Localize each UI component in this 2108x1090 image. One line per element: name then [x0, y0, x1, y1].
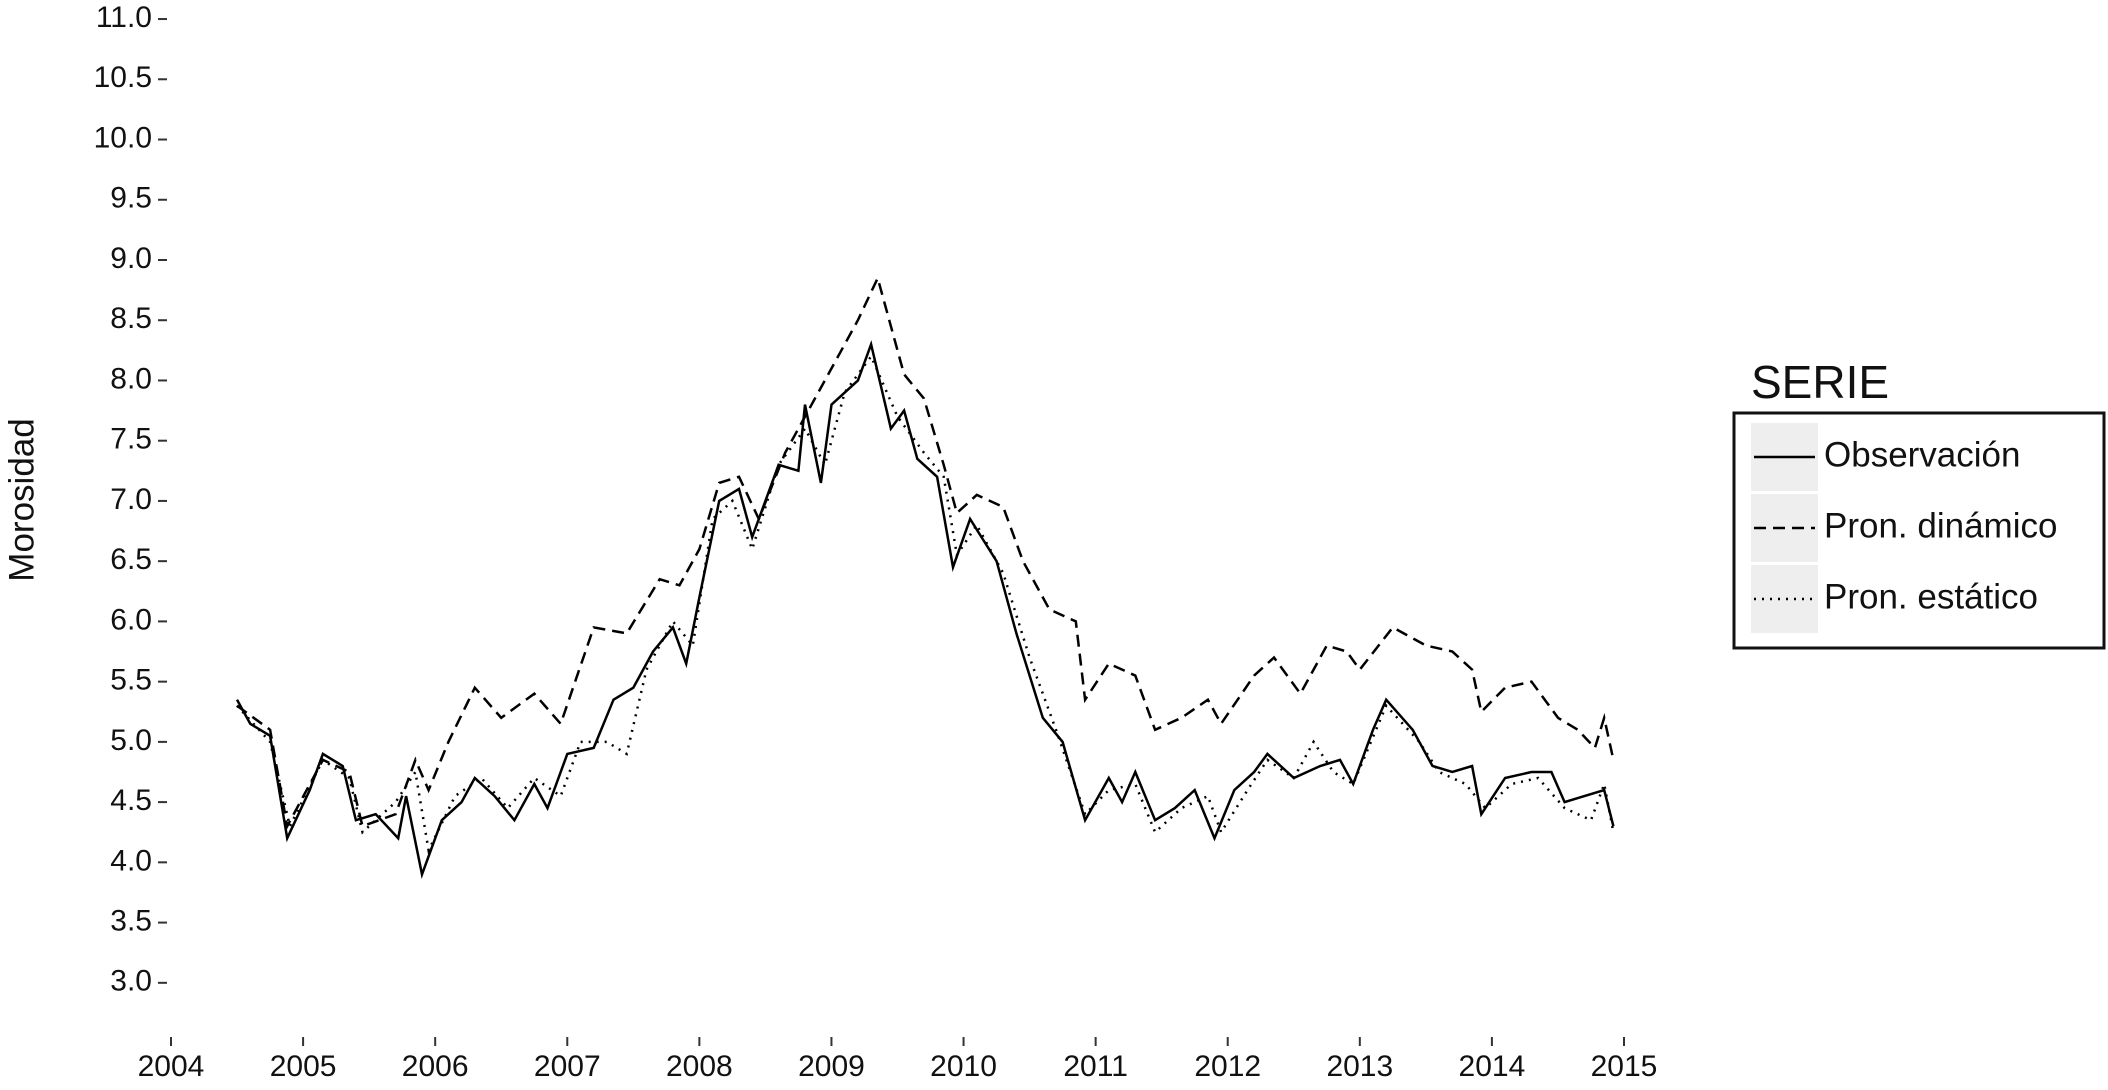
y-tick-label: 3.5: [110, 904, 152, 937]
x-tick-label: 2006: [402, 1050, 469, 1083]
y-tick-label: 4.5: [110, 784, 152, 817]
y-tick-label: 6.0: [110, 603, 152, 636]
y-tick-label: 7.5: [110, 423, 152, 456]
legend-label: Observación: [1824, 435, 2020, 474]
x-tick-label: 2004: [138, 1050, 205, 1083]
legend-title: SERIE: [1751, 356, 1889, 408]
x-tick-label: 2014: [1459, 1050, 1526, 1083]
x-tick-label: 2008: [666, 1050, 733, 1083]
y-tick-label: 11.0: [96, 1, 152, 34]
y-tick-label: 8.5: [110, 302, 152, 335]
y-axis-label: Morosidad: [2, 418, 41, 581]
legend-key: [1751, 565, 1818, 633]
legend-box: [1732, 411, 2106, 650]
y-tick-label: 5.5: [110, 664, 152, 697]
y-tick-label: 10.0: [94, 121, 152, 154]
x-tick-label: 2015: [1591, 1050, 1658, 1083]
y-tick-label: 8.0: [110, 362, 152, 395]
x-tick-label: 2007: [534, 1050, 601, 1083]
y-tick-label: 4.0: [110, 844, 152, 877]
legend-label: Pron. estático: [1824, 577, 2038, 616]
y-tick-label: 3.0: [110, 965, 152, 998]
y-tick-label: 9.5: [110, 182, 152, 215]
x-tick-label: 2009: [798, 1050, 865, 1083]
y-tick-label: 6.5: [110, 543, 152, 576]
x-tick-label: 2005: [270, 1050, 337, 1083]
y-tick-label: 10.5: [94, 61, 152, 94]
x-tick-label: 2011: [1063, 1050, 1128, 1083]
legend-label: Pron. dinámico: [1824, 506, 2057, 545]
x-tick-label: 2013: [1326, 1050, 1393, 1083]
y-tick-label: 5.0: [110, 724, 152, 757]
y-tick-label: 7.0: [110, 483, 152, 516]
y-tick-label: 9.0: [110, 242, 152, 275]
series-line: [235, 339, 1615, 879]
x-tick-label: 2012: [1194, 1050, 1261, 1083]
series-line: [236, 353, 1615, 855]
series-line: [236, 274, 1615, 830]
x-tick-label: 2010: [930, 1050, 997, 1083]
